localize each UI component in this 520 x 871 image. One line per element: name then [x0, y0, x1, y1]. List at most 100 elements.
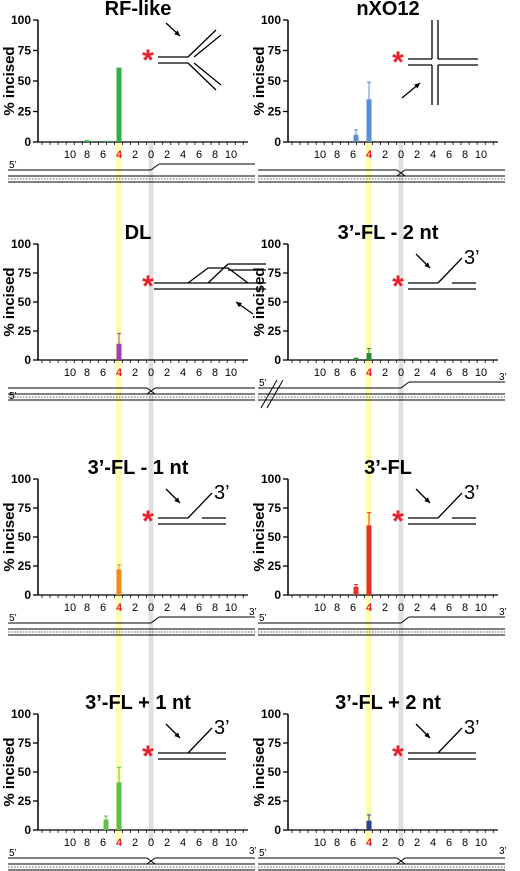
x-tick-label: 4 [116, 602, 123, 614]
x-tick-label: 0 [148, 837, 154, 849]
panel-title: 3’-FL - 1 nt [88, 457, 189, 479]
x-tick-label: 10 [314, 149, 326, 161]
y-tick-label: 100 [261, 707, 281, 721]
x-tick-label: 10 [225, 149, 237, 161]
x-tick-label: 10 [314, 837, 326, 849]
x-tick-label: 10 [475, 602, 487, 614]
x-tick-label: 6 [350, 149, 356, 161]
x-tick-label: 6 [446, 149, 452, 161]
dna-strand [187, 29, 217, 58]
three-prime-label: 3’ [464, 717, 480, 739]
x-tick-label: 2 [414, 149, 420, 161]
panel-title: nXO12 [356, 0, 419, 20]
y-tick-label: 0 [24, 588, 31, 602]
bar [116, 343, 122, 360]
three-prime-label: 3’ [249, 607, 257, 618]
dna-strand [187, 727, 213, 754]
x-tick-label: 0 [148, 602, 154, 614]
y-tick-label: 100 [11, 13, 31, 27]
asterisk-marker: * [142, 44, 154, 77]
x-tick-label: 8 [462, 149, 468, 161]
highlight-band [366, 142, 372, 842]
y-tick-label: 50 [268, 74, 282, 88]
bar [366, 99, 372, 142]
y-tick-label: 0 [24, 353, 31, 367]
y-axis-label: % incised [251, 502, 268, 571]
five-prime-label: 5’ [259, 378, 267, 389]
strand-cross [396, 169, 406, 177]
bar [366, 353, 372, 360]
bar [353, 134, 359, 142]
x-tick-label: 6 [100, 367, 106, 379]
strand-cross [146, 387, 156, 395]
x-tick-label: 2 [132, 367, 138, 379]
x-tick-label: 10 [64, 367, 76, 379]
x-tick-label: 4 [430, 149, 436, 161]
x-tick-label: 4 [180, 149, 186, 161]
x-tick-label: 10 [64, 149, 76, 161]
x-tick-label: 2 [414, 367, 420, 379]
x-tick-label: 2 [414, 837, 420, 849]
bar [84, 140, 90, 142]
x-tick-label: 4 [366, 367, 373, 379]
x-tick-label: 2 [164, 149, 170, 161]
y-tick-label: 50 [18, 74, 32, 88]
dna-strand [187, 62, 217, 91]
y-tick-label: 25 [268, 794, 282, 808]
x-tick-label: 10 [64, 602, 76, 614]
x-tick-label: 8 [84, 837, 90, 849]
panel-title: RF-like [105, 0, 172, 20]
x-tick-label: 2 [132, 837, 138, 849]
arrow-head [174, 497, 180, 503]
five-prime-label: 5’ [259, 848, 267, 859]
zero-band [398, 142, 404, 842]
y-tick-label: 100 [11, 707, 31, 721]
x-tick-label: 10 [475, 367, 487, 379]
asterisk-marker: * [142, 505, 154, 538]
x-tick-label: 8 [84, 367, 90, 379]
asterisk-marker: * [392, 270, 404, 303]
asterisk-marker: * [392, 505, 404, 538]
y-tick-label: 100 [11, 472, 31, 486]
three-prime-label: 3’ [214, 482, 230, 504]
y-tick-label: 0 [274, 353, 281, 367]
x-tick-label: 8 [462, 602, 468, 614]
dna-strand [437, 492, 463, 519]
three-prime-label: 3’ [214, 717, 230, 739]
dna-strand [207, 263, 229, 284]
asterisk-marker: * [392, 740, 404, 773]
y-tick-label: 25 [18, 559, 32, 573]
y-axis-label: % incised [1, 267, 18, 336]
strand-junction [150, 163, 160, 171]
strand-junction [150, 616, 160, 624]
x-tick-label: 8 [212, 602, 218, 614]
arrow-head [414, 83, 420, 89]
zero-band [148, 142, 154, 842]
y-tick-label: 0 [24, 135, 31, 149]
y-tick-label: 25 [268, 105, 282, 119]
x-tick-label: 8 [84, 149, 90, 161]
x-tick-label: 8 [334, 602, 340, 614]
x-tick-label: 4 [366, 837, 373, 849]
arrow-head [424, 262, 430, 268]
x-tick-label: 0 [398, 602, 404, 614]
x-tick-label: 10 [475, 837, 487, 849]
x-tick-label: 2 [382, 602, 388, 614]
y-tick-label: 25 [18, 794, 32, 808]
x-tick-label: 2 [164, 837, 170, 849]
y-tick-label: 75 [18, 501, 32, 515]
x-tick-label: 4 [366, 602, 373, 614]
y-tick-label: 50 [18, 530, 32, 544]
y-tick-label: 100 [261, 13, 281, 27]
strand-junction [400, 381, 410, 389]
y-tick-label: 0 [24, 823, 31, 837]
asterisk-marker: * [142, 270, 154, 303]
five-prime-label: 5’ [259, 613, 267, 624]
x-tick-label: 2 [382, 149, 388, 161]
x-tick-label: 8 [334, 149, 340, 161]
x-tick-label: 6 [446, 837, 452, 849]
